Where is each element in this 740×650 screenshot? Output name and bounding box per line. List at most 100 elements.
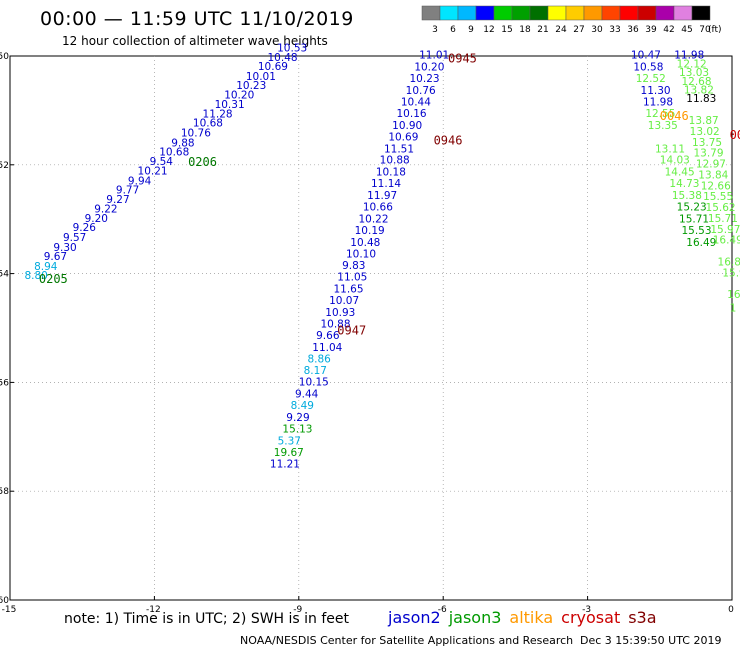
wave-height-tracks: 8.808.949.679.309.579.269.209.229.279.77…: [24, 43, 740, 471]
swh-value: 13.87: [689, 115, 719, 127]
swh-value: 11.65: [333, 284, 363, 296]
swh-value: 10.93: [325, 307, 355, 319]
swh-value: 12.68: [681, 76, 711, 88]
swh-value: 10.48: [268, 52, 298, 64]
colorbar-label: 18: [519, 25, 531, 35]
swh-value: 16.49: [686, 237, 716, 249]
swh-value: 9.67: [44, 251, 67, 263]
swh-value: 11.21: [270, 458, 300, 470]
swh-value: 14.03: [660, 155, 690, 167]
lon-tick-label: -15: [2, 605, 17, 615]
swh-value: 10.20: [224, 89, 254, 101]
colorbar-label: 6: [450, 25, 456, 35]
swh-value: 15.71: [679, 213, 709, 225]
footer-timestamp: Dec 3 15:39:50 UTC 2019: [580, 634, 722, 647]
colorbar: 3 6 9 12 15 18 21 24 27 30 33 36 39 42 45 70(ft): [421, 5, 722, 35]
colorbar-unit: (ft): [708, 25, 722, 35]
swh-value: 1: [730, 303, 737, 315]
map-subtitle: 12 hour collection of altimeter wave hei…: [62, 34, 328, 48]
swh-value: 11.97: [367, 190, 397, 202]
swh-value: 10.58: [633, 62, 663, 74]
swh-value: 10.88: [320, 318, 350, 330]
swh-value: 16.49: [713, 235, 740, 247]
pass-time-label: 0945: [448, 52, 477, 66]
swh-value: 10.69: [258, 61, 288, 73]
legend-jason3: jason3: [448, 608, 502, 627]
swh-value: 13.02: [690, 126, 720, 138]
swh-value: 9.27: [106, 194, 129, 206]
track-jason2-middle: 11.0110.2010.2310.7610.4410.1610.9010.69…: [270, 50, 449, 471]
lat-tick-label: -56: [0, 378, 9, 388]
swh-value: 10.20: [414, 62, 444, 74]
colorbar-label: 36: [627, 25, 639, 35]
swh-value: 11.98: [674, 50, 704, 62]
swh-value: 15.71: [708, 213, 738, 225]
swh-value: 13.84: [698, 169, 728, 181]
swh-value: 14.45: [665, 167, 695, 179]
lon-tick-label: -9: [293, 605, 302, 615]
swh-value: 10.22: [358, 213, 388, 225]
swh-value: 10.07: [329, 295, 359, 307]
swh-value: 10.88: [380, 155, 410, 167]
swh-value: 10.23: [236, 80, 266, 92]
swh-value: 8.86: [307, 353, 331, 365]
swh-value: 11.01: [419, 50, 449, 62]
pass-time-labels: 0205 0206 0945 0946 0947 0046 00: [39, 52, 740, 338]
swh-value: 15.62: [706, 202, 736, 214]
swh-value: 11.30: [641, 85, 671, 97]
map-frame: [9, 55, 733, 601]
map-title: 00:00 — 11:59 UTC 11/10/2019: [40, 8, 354, 30]
swh-value: 10.10: [346, 248, 376, 260]
lat-tick-label: -52: [0, 161, 9, 171]
pass-time-label: 00: [730, 128, 740, 142]
swh-value: 10.76: [406, 85, 436, 97]
colorbar-label: 30: [591, 25, 603, 35]
swh-value: 10.44: [401, 97, 431, 109]
swh-value: 10.90: [392, 120, 422, 132]
swh-value: 10.31: [215, 99, 245, 111]
swh-value: 10.01: [246, 71, 276, 83]
lat-tick-label: -50: [0, 52, 9, 62]
colorbar-label: 9: [468, 25, 474, 35]
swh-value: 10.48: [350, 237, 380, 249]
lon-tick-label: -3: [582, 605, 591, 615]
swh-value: 10.47: [631, 50, 661, 62]
swh-value: 13.75: [692, 137, 722, 149]
colorbar-label: 42: [663, 25, 674, 35]
swh-value: 11.05: [337, 272, 367, 284]
swh-value: 10.68: [193, 118, 223, 130]
swh-value: 15.13: [282, 423, 312, 435]
swh-value: 9.30: [53, 242, 76, 254]
swh-value: 10.15: [299, 377, 329, 389]
swh-value: 10.68: [159, 147, 189, 159]
track-jason2-left: 8.808.949.679.309.579.269.209.229.279.77…: [24, 43, 307, 282]
pass-time-label: 0947: [337, 324, 366, 338]
swh-value: 11.98: [643, 97, 673, 109]
swh-value: 9.54: [150, 156, 174, 168]
swh-value: 9.94: [128, 175, 152, 187]
legend-s3a: s3a: [628, 608, 657, 627]
swh-value: 15.55: [703, 191, 733, 203]
lon-tick-label: -6: [438, 605, 447, 615]
colorbar-label: 15: [501, 25, 512, 35]
swh-value: 15.9: [722, 267, 740, 279]
swh-value: 12.66: [701, 180, 731, 192]
lat-tick-label: -58: [0, 487, 9, 497]
track-jason3-right: 10.4710.5812.5211.3011.9812.5513.3513.11…: [631, 50, 716, 249]
swh-value: 13.82: [684, 85, 714, 97]
swh-value: 9.22: [94, 204, 117, 216]
swh-value: 9.29: [286, 412, 309, 424]
colorbar-label: 45: [681, 25, 692, 35]
swh-value: 10.18: [376, 167, 406, 179]
legend-altika: altika: [509, 608, 554, 627]
swh-value: 13.35: [648, 120, 678, 132]
colorbar-label: 33: [609, 25, 620, 35]
colorbar-label: 12: [483, 25, 494, 35]
swh-value: 9.57: [63, 232, 86, 244]
swh-value: 10.19: [355, 225, 385, 237]
swh-value: 12.12: [677, 58, 707, 70]
swh-value: 9.88: [171, 137, 194, 149]
swh-value: 10.21: [138, 166, 168, 178]
